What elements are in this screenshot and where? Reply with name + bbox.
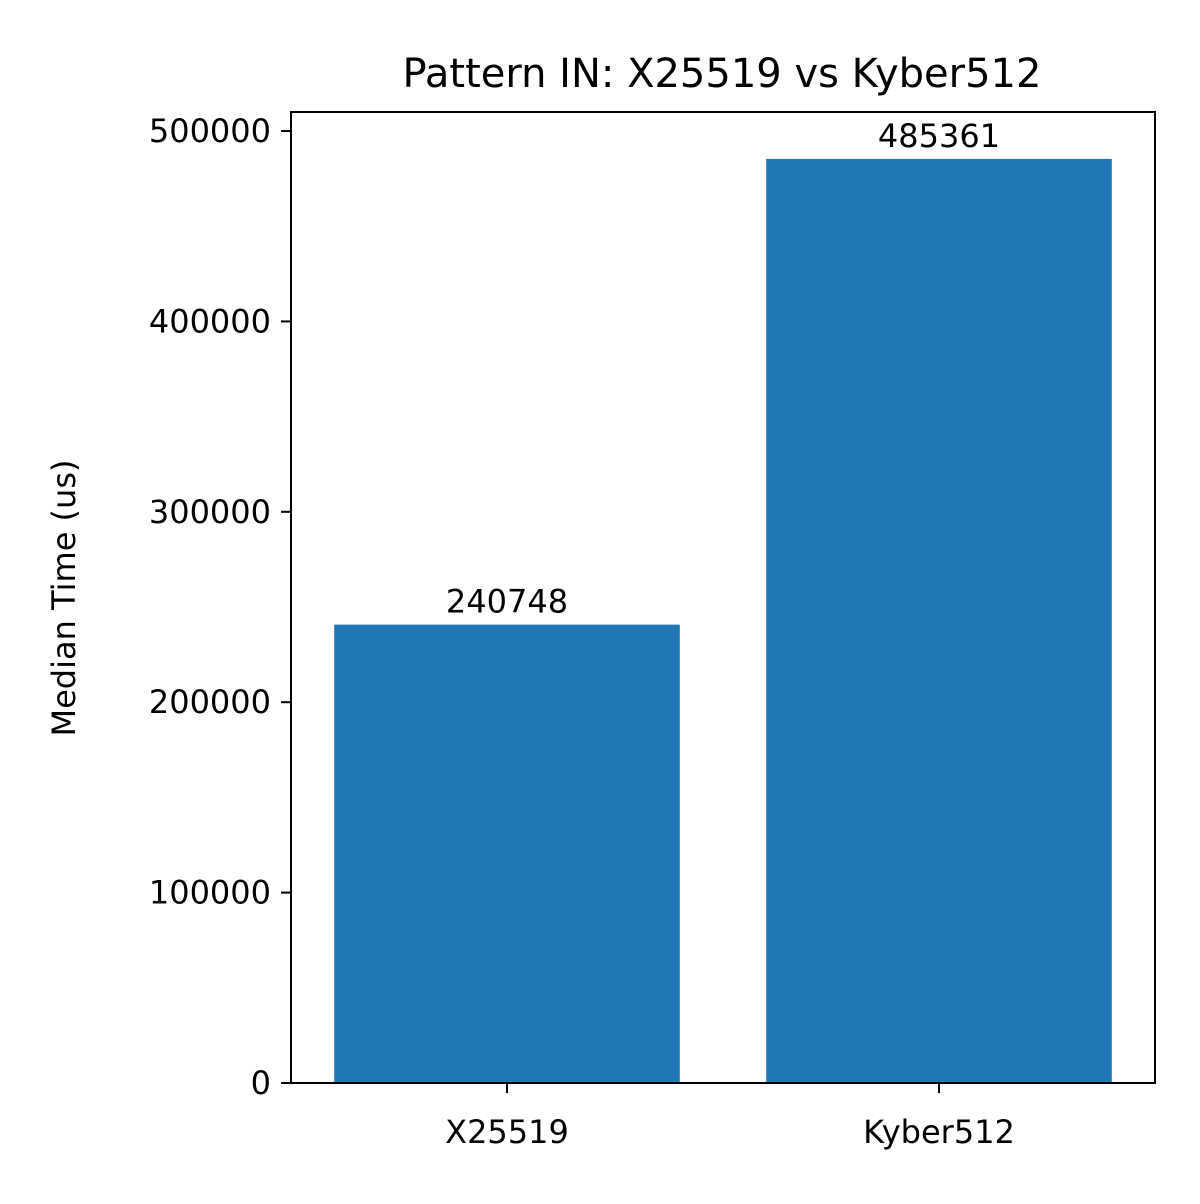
x-tick-label: Kyber512: [863, 1113, 1015, 1151]
y-tick-label: 400000: [149, 302, 271, 340]
data-label: 485361: [878, 117, 1000, 155]
y-tick-label: 500000: [149, 112, 271, 150]
y-tick-label: 0: [251, 1064, 271, 1102]
plot-frame: [290, 111, 1156, 1084]
chart-title: Pattern IN: X25519 vs Kyber512: [403, 51, 1042, 97]
y-tick-label: 200000: [149, 683, 271, 721]
y-tick-label: 300000: [149, 493, 271, 531]
bar-kyber512: [766, 158, 1112, 1084]
plot-area: 240748 X25519 485361 Kyber512 0 100000 200000 3…: [149, 111, 1156, 1151]
bar-x25519: [334, 624, 680, 1083]
x-tick-label: X25519: [445, 1113, 569, 1151]
y-axis-label: Median Time (us): [45, 460, 83, 737]
data-label: 240748: [446, 583, 568, 621]
y-tick-label: 100000: [149, 874, 271, 912]
